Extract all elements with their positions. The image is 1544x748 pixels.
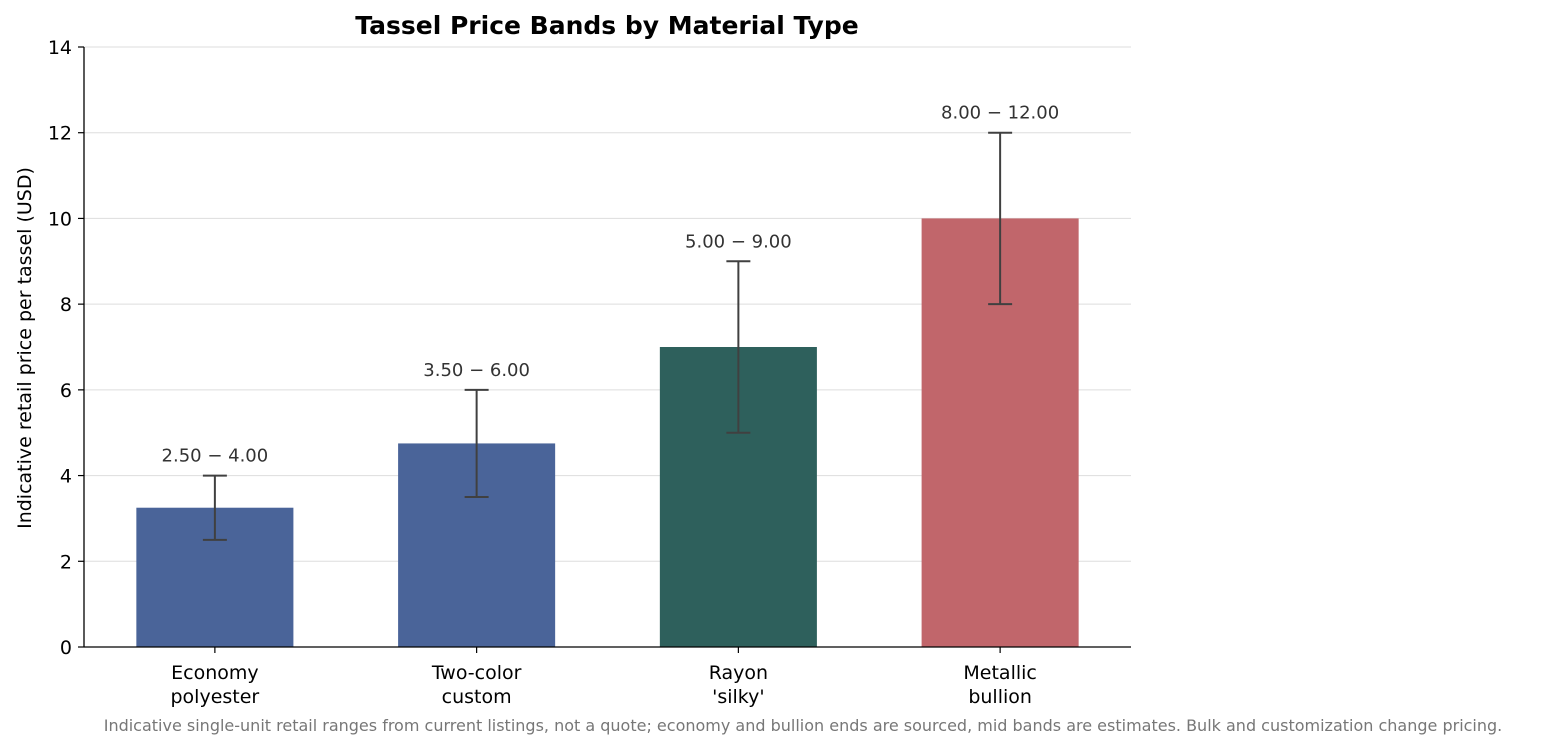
data-label: 3.50 − 6.00 (423, 360, 530, 381)
data-label: 8.00 − 12.00 (941, 103, 1059, 124)
error-bars (202, 131, 1013, 541)
x-tick-label: Economy polyester (171, 662, 260, 708)
y-axis-label: Indicative retail price per tassel (USD) (14, 167, 36, 529)
x-tick-label-line: custom (442, 686, 512, 708)
y-tick-label: 6 (60, 380, 72, 402)
y-ticks: 0 2 4 6 8 10 12 14 (48, 37, 84, 659)
data-label: 2.50 − 4.00 (162, 446, 269, 467)
y-tick-label: 0 (60, 637, 72, 659)
data-label: 5.00 − 9.00 (685, 231, 792, 252)
y-tick-label: 8 (60, 294, 72, 316)
y-tick-label: 14 (48, 37, 72, 59)
x-tick-label-line: Two-color (431, 662, 522, 684)
y-tick-label: 4 (60, 466, 72, 488)
x-tick-label: Two-color custom (431, 662, 522, 708)
data-labels: 2.50 − 4.00 3.50 − 6.00 5.00 − 9.00 8.00 − … (162, 103, 1060, 467)
axes (83, 47, 1131, 648)
chart-title: Tassel Price Bands by Material Type (355, 11, 858, 40)
y-tick-label: 12 (48, 123, 72, 145)
x-tick-label-line: Rayon (709, 662, 768, 684)
bars (136, 218, 1079, 647)
x-ticks: Economy polyester Two-color custom Rayon'sil… (171, 647, 1037, 708)
y-tick-label: 10 (48, 208, 72, 230)
x-tick-label-line: 'silky' (712, 686, 764, 708)
x-tick-label: Metallic bullion (963, 662, 1036, 708)
x-tick-label-line: Economy (171, 662, 259, 684)
x-tick-label-line: Metallic (963, 662, 1036, 684)
x-tick-label-line: bullion (968, 686, 1032, 708)
y-tick-label: 2 (60, 551, 72, 573)
footnote: Indicative single-unit retail ranges fro… (104, 716, 1503, 735)
x-tick-label-line: polyester (171, 686, 260, 708)
x-tick-label: Rayon'silky' (709, 662, 768, 708)
